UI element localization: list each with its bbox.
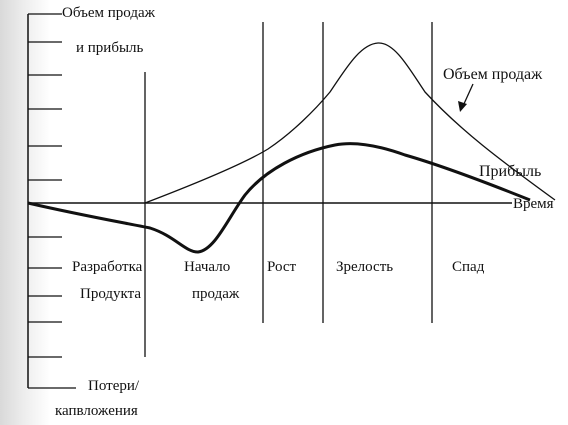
y-axis-label-line2: и прибыль bbox=[76, 40, 144, 56]
sales-curve bbox=[144, 42, 556, 204]
stage-label-decline: Спад bbox=[452, 259, 485, 275]
stage-label-introduction-line1: Начало bbox=[184, 259, 231, 275]
y-axis-label-line1: Объем продаж bbox=[62, 5, 155, 21]
x-axis-label: Время bbox=[513, 196, 554, 212]
stage-label-maturity: Зрелость bbox=[336, 259, 394, 275]
y-axis-negative-label-line1: Потери/ bbox=[88, 378, 140, 394]
stage-label-development-line2: Продукта bbox=[80, 286, 142, 302]
stage-dividers bbox=[144, 22, 433, 357]
y-axis-ticks bbox=[28, 13, 76, 389]
stage-label-development-line1: Разработка bbox=[72, 259, 143, 275]
scan-edge-shadow bbox=[0, 0, 50, 425]
stage-label-growth: Рост bbox=[267, 259, 297, 275]
stage-label-introduction-line2: продаж bbox=[192, 286, 240, 302]
sales-label-arrow bbox=[458, 83, 474, 112]
profit-series-label: Прибыль bbox=[479, 163, 542, 180]
y-axis-negative-label-line2: капвложения bbox=[55, 403, 138, 419]
profit-curve bbox=[27, 142, 531, 254]
sales-series-label: Объем продаж bbox=[443, 66, 543, 83]
